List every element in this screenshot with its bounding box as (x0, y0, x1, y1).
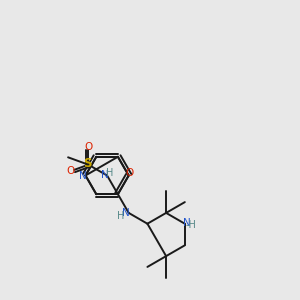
Text: N: N (183, 218, 191, 228)
Text: H: H (117, 211, 124, 221)
Text: O: O (125, 168, 134, 178)
Text: N: N (79, 171, 87, 181)
Text: O: O (67, 167, 75, 176)
Text: -H: -H (186, 220, 197, 230)
Text: S: S (83, 157, 92, 170)
Text: N: N (101, 169, 109, 180)
Text: O: O (84, 142, 92, 152)
Text: N: N (122, 208, 130, 218)
Text: H: H (106, 168, 114, 178)
